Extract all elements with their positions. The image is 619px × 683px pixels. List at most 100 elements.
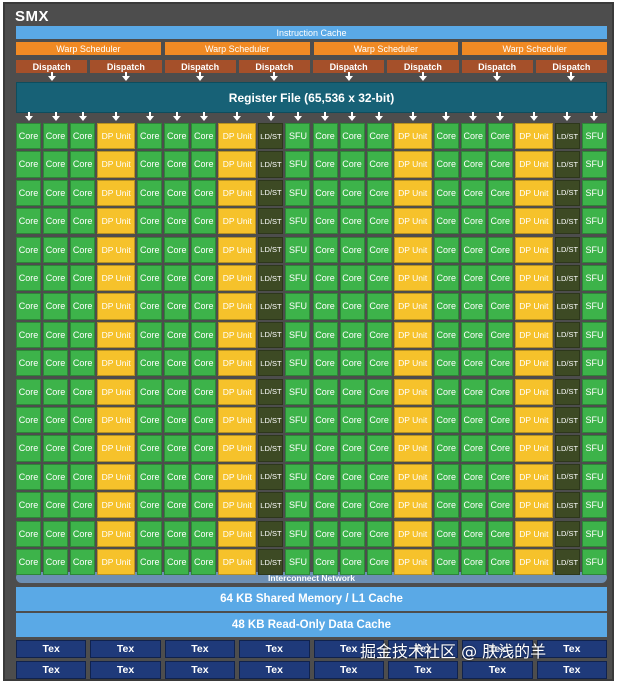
- sfu-unit: SFU: [285, 463, 311, 490]
- tex-unit: Tex: [164, 640, 236, 658]
- sfu-unit: SFU: [285, 350, 311, 377]
- core-unit: Core: [312, 265, 338, 292]
- ld-st-unit: LD/ST: [554, 265, 580, 292]
- core-unit: Core: [339, 492, 365, 519]
- down-arrow-icon: [145, 112, 154, 121]
- core-unit: Core: [339, 208, 365, 235]
- dp-unit: DP Unit: [514, 520, 553, 547]
- core-unit: Core: [43, 179, 69, 206]
- core-unit: Core: [191, 549, 217, 576]
- core-unit: Core: [191, 208, 217, 235]
- dp-unit: DP Unit: [97, 378, 136, 405]
- core-unit: Core: [43, 293, 69, 320]
- core-unit: Core: [460, 179, 486, 206]
- core-unit: Core: [164, 265, 190, 292]
- core-unit: Core: [164, 293, 190, 320]
- tex-unit: Tex: [462, 640, 533, 658]
- dp-unit: DP Unit: [514, 265, 553, 292]
- sfu-unit: SFU: [581, 350, 607, 377]
- core-unit: Core: [312, 321, 338, 348]
- ld-st-unit: LD/ST: [554, 407, 580, 434]
- core-unit: Core: [16, 236, 42, 263]
- ld-st-unit: LD/ST: [554, 179, 580, 206]
- core-unit: Core: [433, 407, 459, 434]
- core-unit: Core: [312, 151, 338, 178]
- core-unit: Core: [433, 265, 459, 292]
- core-unit: Core: [339, 407, 365, 434]
- dispatch-unit: Dispatch: [16, 60, 88, 73]
- ld-st-unit: LD/ST: [258, 236, 284, 263]
- core-unit: Core: [164, 350, 190, 377]
- core-unit: Core: [137, 151, 163, 178]
- core-unit: Core: [339, 179, 365, 206]
- ld-st-unit: LD/ST: [258, 179, 284, 206]
- core-unit: Core: [137, 123, 163, 150]
- dp-unit: DP Unit: [218, 293, 257, 320]
- dp-unit: DP Unit: [218, 378, 257, 405]
- dispatch-unit: Dispatch: [164, 60, 236, 73]
- core-unit: Core: [164, 321, 190, 348]
- core-unit: Core: [191, 236, 217, 263]
- core-unit: Core: [137, 378, 163, 405]
- core-unit: Core: [164, 123, 190, 150]
- core-unit: Core: [487, 179, 513, 206]
- core-unit: Core: [433, 378, 459, 405]
- core-unit: Core: [460, 435, 486, 462]
- core-unit: Core: [16, 463, 42, 490]
- core-unit: Core: [191, 407, 217, 434]
- down-arrow-icon: [442, 112, 451, 121]
- sfu-unit: SFU: [285, 407, 311, 434]
- core-unit: Core: [487, 293, 513, 320]
- core-unit: Core: [43, 236, 69, 263]
- ld-st-unit: LD/ST: [554, 236, 580, 263]
- dispatch-unit: Dispatch: [238, 60, 310, 73]
- dp-unit: DP Unit: [97, 350, 136, 377]
- dp-unit: DP Unit: [218, 151, 257, 178]
- core-unit: Core: [487, 151, 513, 178]
- down-arrow-icon: [51, 112, 60, 121]
- core-unit: Core: [339, 549, 365, 576]
- core-unit: Core: [460, 463, 486, 490]
- core-unit: Core: [487, 463, 513, 490]
- tex-unit: Tex: [536, 640, 607, 658]
- core-unit: Core: [164, 179, 190, 206]
- core-unit: Core: [460, 492, 486, 519]
- dp-unit: DP Unit: [393, 435, 432, 462]
- core-unit: Core: [43, 350, 69, 377]
- sfu-unit: SFU: [581, 293, 607, 320]
- sfu-unit: SFU: [581, 265, 607, 292]
- core-unit: Core: [70, 151, 96, 178]
- core-unit: Core: [16, 321, 42, 348]
- dp-unit: DP Unit: [393, 293, 432, 320]
- core-unit: Core: [487, 378, 513, 405]
- ld-st-unit: LD/ST: [554, 123, 580, 150]
- sfu-unit: SFU: [581, 179, 607, 206]
- core-unit: Core: [339, 520, 365, 547]
- dp-unit: DP Unit: [218, 549, 257, 576]
- core-unit: Core: [312, 378, 338, 405]
- down-arrow-icon: [293, 112, 302, 121]
- core-unit: Core: [191, 123, 217, 150]
- core-unit: Core: [339, 463, 365, 490]
- sfu-unit: SFU: [285, 208, 311, 235]
- tex-unit: Tex: [536, 661, 607, 679]
- tex-unit: Tex: [313, 640, 384, 658]
- core-unit: Core: [164, 208, 190, 235]
- sfu-unit: SFU: [285, 520, 311, 547]
- core-unit: Core: [366, 407, 392, 434]
- core-unit: Core: [433, 123, 459, 150]
- tex-unit: Tex: [387, 661, 459, 679]
- down-arrow-icon: [199, 112, 208, 121]
- dp-unit: DP Unit: [218, 407, 257, 434]
- down-arrow-icon: [408, 112, 417, 121]
- core-unit: Core: [70, 236, 96, 263]
- ld-st-unit: LD/ST: [258, 463, 284, 490]
- core-unit: Core: [366, 151, 392, 178]
- tex-unit: Tex: [239, 640, 310, 658]
- register-file: Register File (65,536 x 32-bit): [16, 82, 607, 113]
- dp-unit: DP Unit: [393, 151, 432, 178]
- tex-unit: Tex: [164, 661, 236, 679]
- core-unit: Core: [433, 208, 459, 235]
- down-arrow-icon: [112, 112, 121, 121]
- sfu-unit: SFU: [285, 123, 311, 150]
